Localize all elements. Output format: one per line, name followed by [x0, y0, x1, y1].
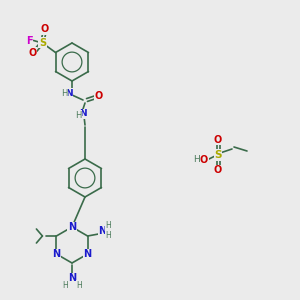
Text: H: H — [61, 89, 67, 98]
Text: H: H — [75, 110, 81, 119]
Text: O: O — [40, 25, 49, 34]
Text: O: O — [214, 135, 222, 145]
Text: S: S — [214, 150, 222, 160]
Text: H: H — [193, 154, 200, 164]
Text: F: F — [26, 35, 33, 46]
Text: S: S — [39, 38, 46, 47]
Text: O: O — [95, 91, 103, 101]
Text: H: H — [62, 280, 68, 290]
Text: H: H — [106, 230, 112, 239]
Text: N: N — [68, 222, 76, 232]
Text: O: O — [28, 47, 37, 58]
Text: N: N — [52, 249, 61, 259]
Text: H: H — [106, 220, 112, 230]
Text: N: N — [65, 88, 73, 98]
Text: N: N — [98, 226, 107, 236]
Text: H: H — [76, 280, 82, 290]
Text: N: N — [83, 249, 92, 259]
Text: O: O — [214, 165, 222, 175]
Text: O: O — [200, 155, 208, 165]
Text: N: N — [68, 273, 76, 283]
Text: N: N — [79, 110, 87, 118]
